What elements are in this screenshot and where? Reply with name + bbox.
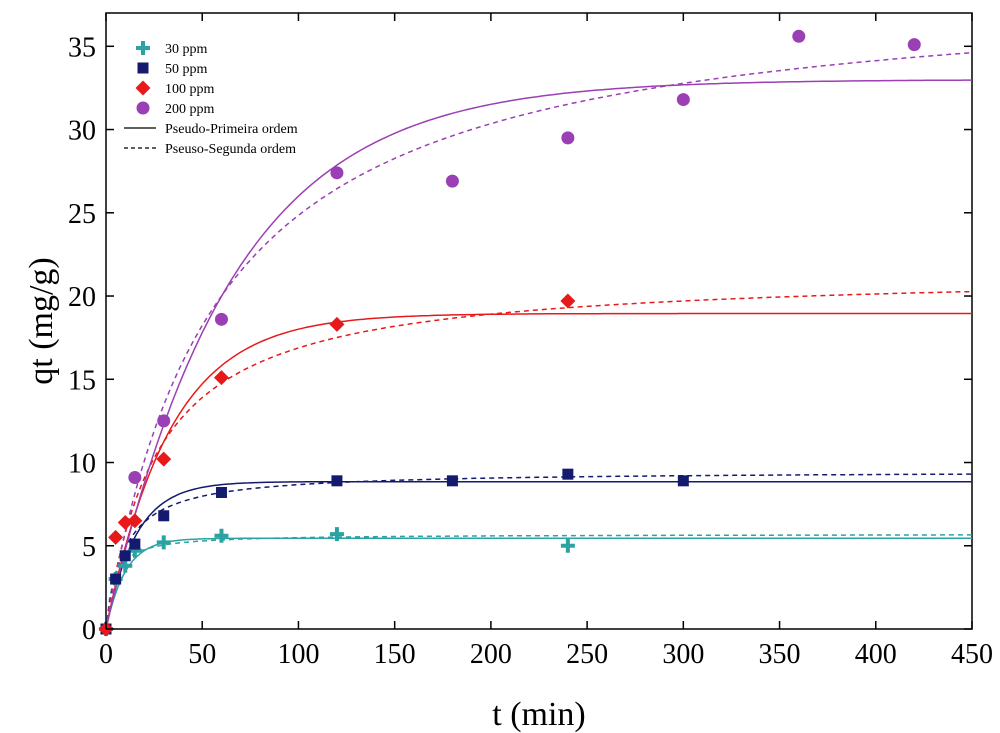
plot-frame [105, 12, 973, 630]
data-point [446, 475, 458, 487]
data-point [108, 529, 124, 545]
data-point [330, 166, 344, 180]
legend-label: 50 ppm [165, 62, 208, 77]
legend: 30 ppm 50 ppm 100 ppm 200 ppm Pseudo-Primeir… [124, 41, 298, 157]
x-tick-label: 50 [188, 639, 216, 670]
data-point [331, 475, 343, 487]
x-tick-label: 150 [374, 639, 416, 670]
y-tick-label: 10 [68, 449, 96, 480]
fit-curve-first-order [105, 79, 972, 630]
fit-curve-first-order [105, 537, 972, 630]
data-point [157, 414, 171, 428]
data-point [560, 293, 576, 309]
y-tick-label: 20 [68, 282, 96, 313]
x-tick-label: 0 [99, 639, 113, 670]
legend-marker [135, 80, 151, 96]
data-point [158, 510, 170, 522]
x-axis-label: t (min) [492, 696, 585, 733]
axis-ticks: 0 50 100 150 200 250 300 350 400 450 0 5 10 15 20 25 30 3… [68, 13, 993, 670]
data-point [329, 316, 345, 332]
legend-label: 100 ppm [165, 82, 215, 97]
y-tick-label: 35 [68, 32, 96, 63]
fit-curve-second-order [105, 473, 972, 630]
legend-label: 30 ppm [165, 42, 208, 57]
data-point [677, 475, 689, 487]
data-point [907, 38, 921, 52]
fit-curve-second-order [105, 290, 973, 630]
fit-curve-second-order [105, 534, 972, 630]
x-tick-label: 200 [470, 639, 512, 670]
legend-marker [136, 41, 150, 55]
data-point [127, 513, 143, 529]
data-point [129, 538, 141, 550]
fit-curve-first-order [105, 480, 972, 630]
legend-marker [136, 101, 150, 115]
data-point [119, 550, 131, 562]
x-tick-label: 100 [277, 639, 319, 670]
data-point [215, 486, 227, 498]
x-tick-label: 250 [566, 639, 608, 670]
y-tick-label: 5 [82, 532, 96, 563]
x-tick-label: 400 [855, 639, 897, 670]
data-point [561, 131, 575, 145]
y-tick-label: 0 [82, 615, 96, 646]
data-point [110, 573, 122, 585]
data-point [792, 29, 806, 43]
fit-curve-second-order [105, 51, 973, 630]
x-tick-label: 300 [662, 639, 704, 670]
data-point [214, 312, 228, 326]
data-point [156, 535, 171, 550]
fit-curve-first-order [105, 312, 972, 630]
data-point [560, 538, 575, 553]
legend-label: Pseudo-Primeira ordem [165, 122, 298, 137]
legend-marker [137, 62, 149, 74]
x-tick-label: 350 [759, 639, 801, 670]
legend-label: 200 ppm [165, 102, 215, 117]
fit-curves [105, 51, 973, 630]
legend-label: Pseuso-Segunda ordem [165, 142, 296, 157]
y-tick-label: 15 [68, 365, 96, 396]
data-point [562, 468, 574, 480]
y-tick-label: 25 [68, 199, 96, 230]
data-point [213, 370, 229, 386]
data-point [329, 527, 344, 542]
data-point [445, 174, 459, 188]
x-tick-label: 450 [951, 639, 993, 670]
data-point [156, 451, 172, 467]
data-point [676, 93, 690, 107]
data-markers [98, 29, 921, 637]
y-axis-label: qt (mg/g) [23, 257, 60, 384]
data-point [117, 514, 133, 530]
data-point [128, 470, 142, 484]
data-point [214, 528, 229, 543]
y-tick-label: 30 [68, 116, 96, 147]
